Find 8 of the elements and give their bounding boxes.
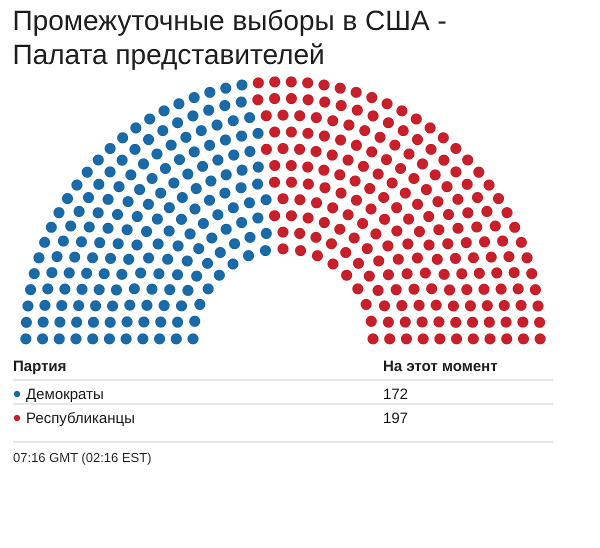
data-label: 172	[383, 386, 408, 403]
text: На этот момент	[383, 358, 498, 375]
data-label: 197	[383, 410, 408, 427]
text: 07:16 GMT (02:16 EST)	[13, 450, 152, 465]
category-label: Республиканцы	[26, 410, 135, 427]
legend-title: Партия	[13, 358, 66, 375]
category-label: Демократы	[26, 386, 104, 403]
text: Промежуточные выборы в США - Палата представителей	[12, 5, 447, 70]
